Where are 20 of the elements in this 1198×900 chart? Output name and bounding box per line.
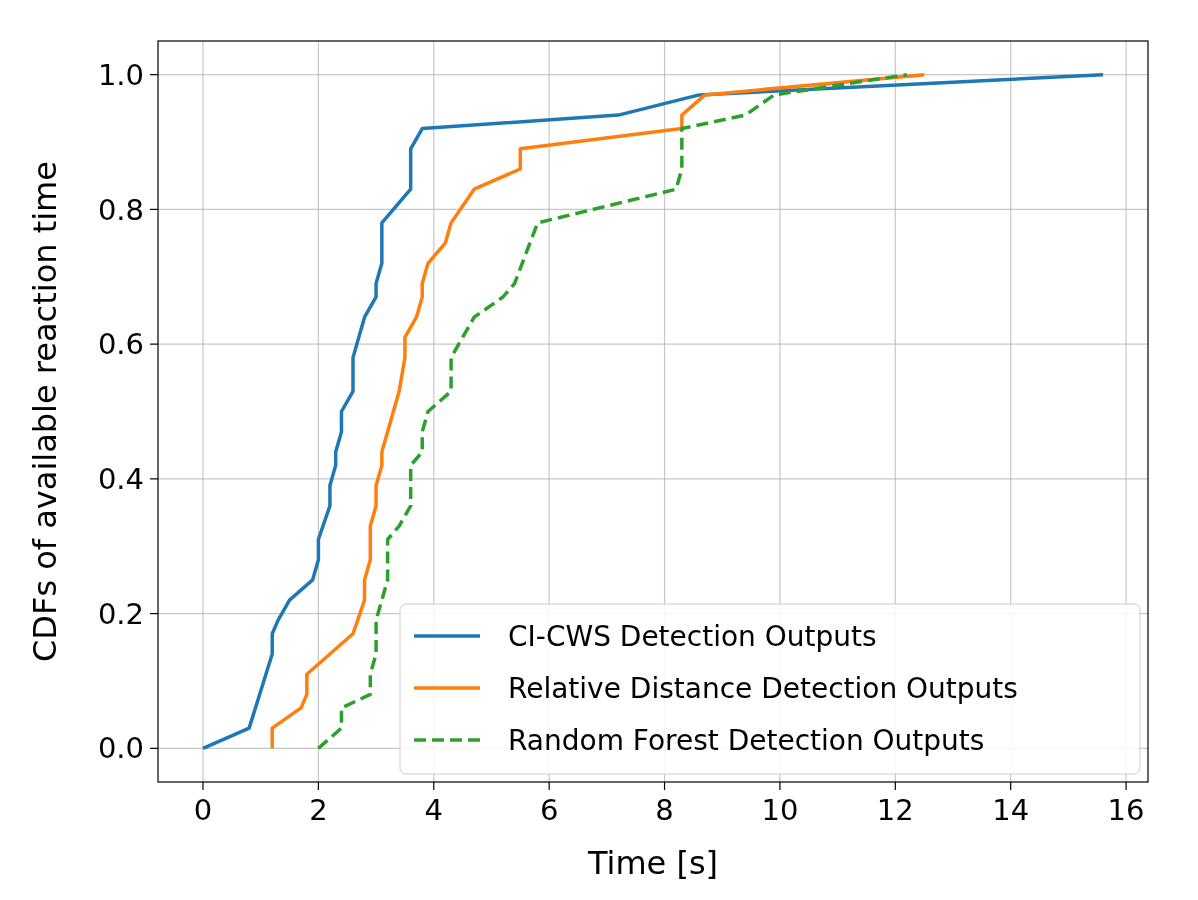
x-tick-label: 2 xyxy=(309,793,328,827)
y-tick-label: 0.0 xyxy=(97,731,144,766)
y-tick-label: 0.6 xyxy=(97,327,144,362)
y-tick-label: 1.0 xyxy=(97,57,144,92)
y-tick-label: 0.4 xyxy=(97,462,144,497)
x-tick-label: 4 xyxy=(424,793,443,827)
legend-label: CI-CWS Detection Outputs xyxy=(508,619,877,653)
x-tick-label: 6 xyxy=(539,793,559,827)
y-axis-title: CDFs of available reaction time xyxy=(26,161,64,662)
y-tick-label: 0.2 xyxy=(97,596,144,631)
x-tick-label: 14 xyxy=(992,793,1030,827)
x-axis-title: Time [s] xyxy=(586,844,719,882)
x-tick-label: 16 xyxy=(1107,793,1145,827)
x-tick-label: 8 xyxy=(655,793,674,827)
x-tick-label: 0 xyxy=(193,793,213,827)
legend-label: Relative Distance Detection Outputs xyxy=(508,671,1018,705)
x-tick-label: 10 xyxy=(761,793,799,827)
y-tick-label: 0.8 xyxy=(97,192,144,227)
legend-label: Random Forest Detection Outputs xyxy=(508,723,985,757)
x-tick-label: 12 xyxy=(876,793,914,827)
